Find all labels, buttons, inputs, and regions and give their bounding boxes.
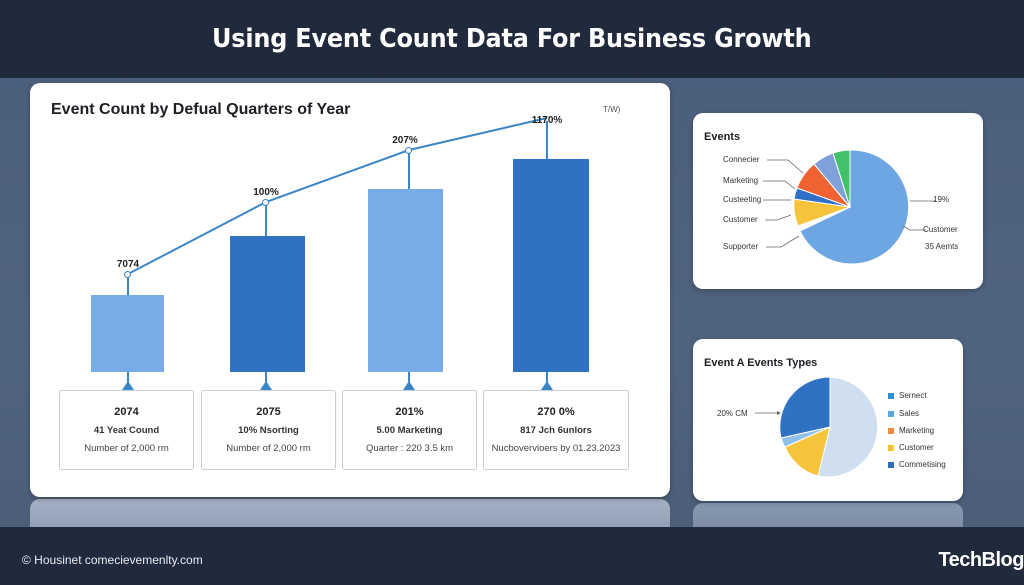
legend-swatch xyxy=(888,444,894,451)
pointer-triangle xyxy=(260,381,272,390)
bar-chart-title: Event Count by Defual Quarters of Year xyxy=(51,101,351,118)
bar-stem xyxy=(265,372,267,382)
legend-item: Customer xyxy=(888,443,934,452)
info-desc: Nucbovervioers by 01.23.2023 xyxy=(491,443,621,454)
pie-callout: 20% CM xyxy=(717,409,748,418)
pie-card-reflection xyxy=(693,503,963,527)
pie-label: Customer xyxy=(723,215,758,224)
bar-stem xyxy=(546,372,548,382)
footer-bar: © Housinet comecievemenlty.com TechBlog xyxy=(0,527,1024,585)
brand-logo: TechBlog xyxy=(938,549,1024,571)
info-sub: 10% Nsorting xyxy=(238,425,299,436)
bar-stem xyxy=(546,121,548,159)
legend-label: Marketing xyxy=(899,426,935,435)
bar-stem xyxy=(408,151,410,189)
pie-label-count: 35 Aemts xyxy=(925,242,959,251)
page-title: Using Event Count Data For Business Grow… xyxy=(212,24,812,54)
legend-item: Sernect xyxy=(888,391,927,400)
legend-swatch xyxy=(888,410,894,417)
legend-label: Customer xyxy=(899,443,934,452)
bar-chart-card: Event Count by Defual Quarters of Year T… xyxy=(30,83,670,497)
info-year: 2074 xyxy=(114,406,139,418)
info-year: 201% xyxy=(395,406,424,418)
info-sub: 41 Yeat Cound xyxy=(93,425,160,436)
pie-label: Custeeting xyxy=(723,195,762,204)
info-desc: Number of 2,000 rm xyxy=(226,443,311,454)
legend-swatch xyxy=(888,392,894,399)
info-box: 2074 41 Yeat Cound Number of 2,000 rm xyxy=(59,390,194,470)
legend-swatch xyxy=(888,427,894,434)
point-label: 207% xyxy=(392,135,418,146)
pie-label-name: Customer xyxy=(923,225,958,234)
info-year: 2075 xyxy=(256,406,281,418)
pie-label: Connecier xyxy=(723,155,760,164)
bar-q1[interactable] xyxy=(91,295,164,372)
pie-label: Supporter xyxy=(723,242,759,251)
point-label: 7074 xyxy=(116,259,140,270)
trend-line xyxy=(127,117,548,275)
legend-item: Sales xyxy=(888,409,919,418)
events-pie-card: Events Connecier Marketing Custeeting Cu… xyxy=(693,113,983,289)
events-pie[interactable] xyxy=(693,113,983,289)
events-pie-title: Events xyxy=(704,131,741,143)
info-sub: 817 Jch 6unlors xyxy=(520,425,592,436)
pointer-triangle xyxy=(403,381,415,390)
copyright-text: © Housinet comecievemenlty.com xyxy=(22,553,203,567)
pointer-triangle xyxy=(122,381,134,390)
bar-stem xyxy=(127,274,129,295)
line-marker[interactable] xyxy=(262,199,269,206)
point-label: 100% xyxy=(253,187,279,198)
info-sub: 5.00 Marketing xyxy=(376,425,443,436)
line-marker[interactable] xyxy=(405,147,412,154)
legend-label: Sernect xyxy=(899,391,927,400)
info-box: 201% 5.00 Marketing Quarter : 220 3.5 km xyxy=(342,390,477,470)
point-label: 1170% xyxy=(531,115,563,126)
pointer-triangle xyxy=(541,381,553,390)
bar-stem xyxy=(408,372,410,382)
event-types-pie[interactable] xyxy=(693,339,963,501)
legend-item: Marketing xyxy=(888,426,934,435)
legend-label: Sales xyxy=(899,409,920,418)
main-card-reflection xyxy=(30,499,670,527)
info-desc: Number of 2,000 rm xyxy=(84,443,169,454)
info-box: 270 0% 817 Jch 6unlors Nucbovervioers by… xyxy=(483,390,629,470)
event-types-pie-card: Event A Events Types 20% CM Sernect Sale… xyxy=(693,339,963,501)
info-year: 270 0% xyxy=(537,406,575,418)
legend-item: Commetising xyxy=(888,460,946,469)
line-marker[interactable] xyxy=(124,271,131,278)
corner-note: T/W) xyxy=(603,105,621,114)
info-desc: Quarter : 220 3.5 km xyxy=(365,443,454,454)
bar-q3[interactable] xyxy=(368,189,443,372)
bar-stem xyxy=(127,372,129,382)
bar-q4[interactable] xyxy=(513,159,589,372)
pie-label: Marketing xyxy=(723,176,759,185)
bar-q2[interactable] xyxy=(230,236,305,372)
bar-stem xyxy=(265,203,267,236)
pie-label-pct: 19% xyxy=(933,195,950,204)
info-box: 2075 10% Nsorting Number of 2,000 rm xyxy=(201,390,336,470)
header-bar: Using Event Count Data For Business Grow… xyxy=(0,0,1024,78)
legend-label: Commetising xyxy=(899,460,946,469)
event-types-title: Event A Events Types xyxy=(704,357,818,369)
legend-swatch xyxy=(888,461,894,468)
